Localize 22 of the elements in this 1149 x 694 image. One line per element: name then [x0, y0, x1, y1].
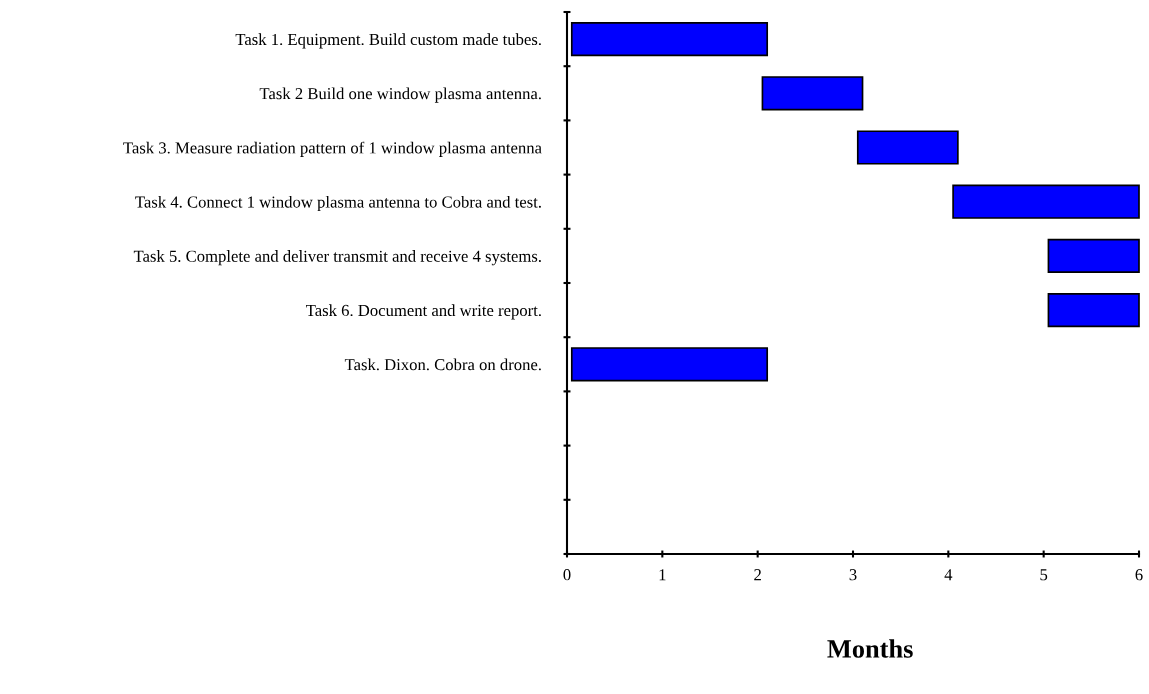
x-tick-label: 0 [563, 569, 571, 581]
x-tick-label: 4 [944, 569, 953, 581]
x-tick-label: 2 [754, 569, 761, 581]
y-tick-label: Task. Dixon. Cobra on drone. [344, 358, 541, 371]
bar [1047, 238, 1140, 273]
bar [952, 184, 1140, 219]
bar [570, 22, 769, 57]
bar [570, 347, 769, 382]
y-tick-label: Task 6. Document and write report. [306, 304, 541, 320]
y-tick-label: Task 4. Connect 1 window plasma antenna to Cobra and test. [135, 195, 541, 212]
bar [856, 130, 959, 165]
x-tick-label: 6 [1135, 569, 1143, 581]
x-tick-label: 1 [659, 569, 666, 581]
x-tick-label: 3 [849, 569, 857, 581]
x-tick-label: 5 [1040, 569, 1048, 581]
x-axis-title: Months [827, 639, 913, 658]
y-tick-label: Task 2 Build one window plasma antenna. [259, 87, 541, 103]
y-tick-label: Task 5. Complete and deliver transmit and receive 4 systems. [133, 250, 541, 266]
bar [761, 76, 864, 111]
y-tick-label: Task 3. Measure radiation pattern of 1 window plasma antenna [123, 141, 542, 157]
bar [1047, 293, 1140, 328]
y-tick-label: Task 1. Equipment. Build custom made tubes. [235, 33, 541, 49]
